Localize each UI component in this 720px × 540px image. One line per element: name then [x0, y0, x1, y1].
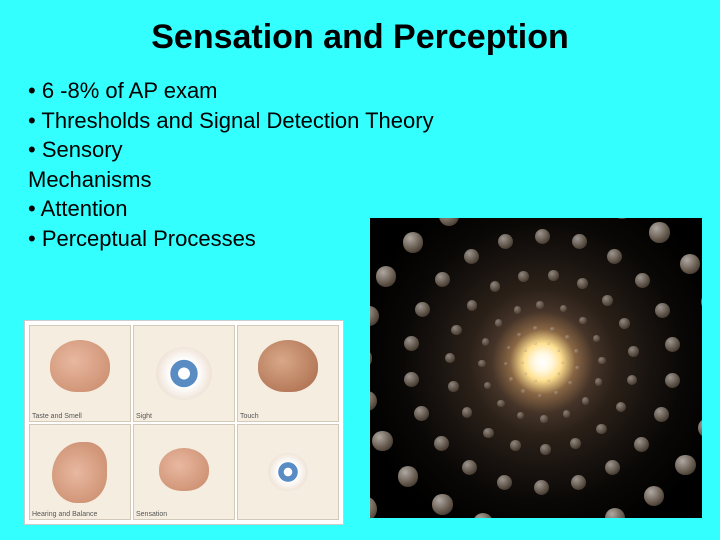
anatomy-cell	[237, 424, 339, 521]
anatomy-caption: Touch	[240, 413, 259, 420]
anatomy-cell: Hearing and Balance	[29, 424, 131, 521]
anatomy-collage-image: Taste and Smell Sight Touch Hearing and …	[24, 320, 344, 525]
slide-title: Sensation and Perception	[0, 0, 720, 77]
bullet-item: • Attention	[28, 195, 328, 223]
bullet-item: Mechanisms	[28, 166, 208, 194]
anatomy-caption: Hearing and Balance	[32, 511, 97, 518]
tunnel-spheres-image	[370, 218, 702, 518]
anatomy-caption: Sensation	[136, 511, 167, 518]
bullet-item: • Thresholds and Signal Detection Theory	[28, 107, 528, 135]
bullet-item: • 6 -8% of AP exam	[28, 77, 528, 105]
anatomy-cell: Taste and Smell	[29, 325, 131, 422]
anatomy-cell: Sensation	[133, 424, 235, 521]
bullet-item: • Perceptual Processes	[28, 225, 328, 253]
bullet-item: • Sensory	[28, 136, 208, 164]
anatomy-cell: Sight	[133, 325, 235, 422]
anatomy-caption: Sight	[136, 413, 152, 420]
anatomy-caption: Taste and Smell	[32, 413, 82, 420]
anatomy-cell: Touch	[237, 325, 339, 422]
